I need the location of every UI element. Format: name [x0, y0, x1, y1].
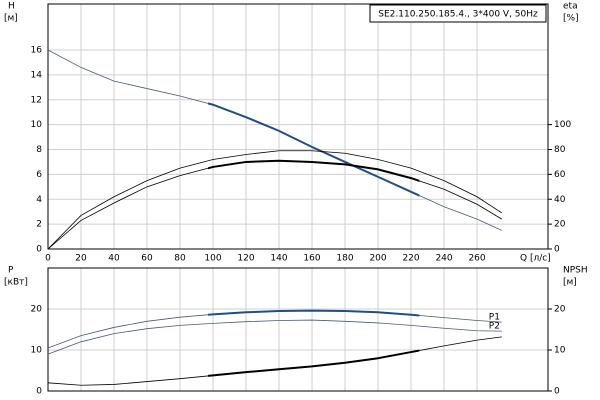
plot-frame	[47, 3, 549, 250]
y2-tick-label: 0	[554, 245, 560, 255]
x-tick-label: 100	[204, 254, 221, 264]
y2-axis-label: NPSH	[563, 266, 588, 276]
y-tick-label: 10	[31, 120, 43, 130]
series-line	[47, 49, 502, 231]
x-tick-label: 260	[468, 254, 485, 264]
y-axis-unit: [м]	[4, 14, 18, 24]
y2-tick-label: 80	[554, 145, 566, 155]
y-tick-label: 8	[36, 145, 42, 155]
y-tick-label: 2	[36, 220, 42, 230]
series-line	[47, 336, 502, 386]
x-tick-label: 160	[303, 254, 320, 264]
plot-frame	[47, 267, 549, 392]
x-tick-label: 60	[141, 254, 153, 264]
y2-tick-label: 0	[554, 387, 560, 397]
series-line	[47, 150, 503, 250]
y2-tick-label: 10	[554, 346, 566, 356]
y-tick-label: 0	[36, 245, 42, 255]
y2-tick-label: 60	[554, 170, 566, 180]
y2-tick-label: 40	[554, 195, 566, 205]
y-axis-label: H	[8, 2, 15, 12]
x-tick-label: 40	[108, 254, 120, 264]
x-tick-label: 0	[45, 254, 51, 264]
y-axis-unit: [кВт]	[4, 278, 28, 288]
y-axis-label: P	[8, 266, 14, 276]
y2-axis-label: eta	[563, 2, 578, 12]
y-tick-label: 4	[36, 195, 42, 205]
legend-label: P1	[489, 313, 500, 323]
y2-axis-unit: [%]	[563, 14, 579, 24]
y-tick-label: 14	[31, 70, 43, 80]
y-tick-label: 0	[36, 387, 42, 397]
duty-line	[208, 309, 420, 317]
series-line	[47, 310, 502, 349]
duty-line	[208, 102, 420, 197]
duty-line	[208, 349, 420, 377]
chart-title: SE2.110.250.185.4., 3*400 V, 50Hz	[378, 10, 538, 20]
y2-tick-label: 20	[554, 305, 566, 315]
duty-line	[208, 159, 420, 182]
x-axis-label: Q [л/с]	[520, 254, 551, 264]
series-line	[47, 319, 502, 355]
title-box	[369, 4, 547, 23]
y2-axis-unit: [м]	[563, 278, 577, 288]
x-tick-label: 80	[174, 254, 186, 264]
x-tick-label: 120	[237, 254, 254, 264]
y-tick-label: 16	[31, 46, 43, 56]
y2-tick-label: 20	[554, 220, 566, 230]
x-tick-label: 180	[336, 254, 353, 264]
y2-tick-label: 100	[554, 120, 571, 130]
x-tick-label: 240	[435, 254, 452, 264]
y-tick-label: 12	[31, 95, 42, 105]
x-tick-label: 140	[270, 254, 287, 264]
y-tick-label: 10	[31, 346, 43, 356]
x-tick-label: 200	[369, 254, 386, 264]
x-tick-label: 20	[75, 254, 87, 264]
x-tick-label: 220	[402, 254, 419, 264]
legend-label: P2	[489, 322, 500, 332]
y-tick-label: 20	[31, 305, 43, 315]
y-tick-label: 6	[36, 170, 42, 180]
